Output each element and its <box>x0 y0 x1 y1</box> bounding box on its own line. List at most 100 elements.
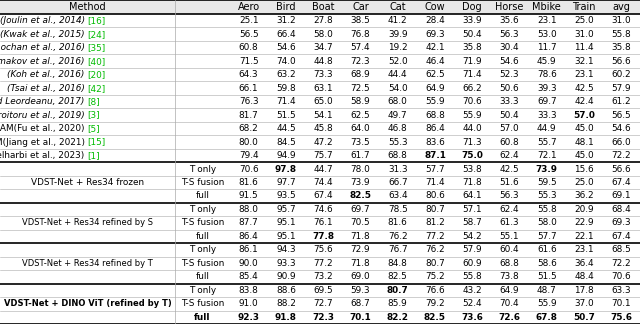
Text: 76.2: 76.2 <box>388 232 408 241</box>
Text: 92.3: 92.3 <box>237 313 260 322</box>
Text: 56.6: 56.6 <box>612 57 631 66</box>
Text: Mbike: Mbike <box>532 2 561 12</box>
Text: 39.3: 39.3 <box>537 84 557 93</box>
Text: 80.7: 80.7 <box>425 259 445 268</box>
Text: 72.6: 72.6 <box>499 313 520 322</box>
Text: 71.8: 71.8 <box>351 259 371 268</box>
Text: 75.2: 75.2 <box>425 272 445 281</box>
Text: 61.7: 61.7 <box>351 151 371 160</box>
Text: 69.3: 69.3 <box>612 218 631 227</box>
Text: full: full <box>196 272 209 281</box>
Text: 73.9: 73.9 <box>536 165 558 173</box>
Text: 59.3: 59.3 <box>351 286 371 295</box>
Text: 65.0: 65.0 <box>314 97 333 106</box>
Text: 31.0: 31.0 <box>612 16 631 25</box>
Text: TCAM (Belharbi et al., 2023): TCAM (Belharbi et al., 2023) <box>0 151 88 160</box>
Text: 64.9: 64.9 <box>500 286 519 295</box>
Text: 67.8: 67.8 <box>536 313 557 322</box>
Text: 58.9: 58.9 <box>351 97 371 106</box>
Text: 88.0: 88.0 <box>239 205 259 214</box>
Text: 55.8: 55.8 <box>462 272 482 281</box>
Text: 70.6: 70.6 <box>463 97 482 106</box>
Text: 87.1: 87.1 <box>424 151 446 160</box>
Text: 73.2: 73.2 <box>314 272 333 281</box>
Text: 22.1: 22.1 <box>574 232 594 241</box>
Text: 62.4: 62.4 <box>500 205 519 214</box>
Text: 36.4: 36.4 <box>574 259 594 268</box>
Text: 60.2: 60.2 <box>612 70 631 79</box>
Text: 77.2: 77.2 <box>425 232 445 241</box>
Text: 83.8: 83.8 <box>239 286 259 295</box>
Text: 48.4: 48.4 <box>574 272 594 281</box>
Text: 77.2: 77.2 <box>314 259 333 268</box>
Text: 86.4: 86.4 <box>425 124 445 133</box>
Text: Method: Method <box>69 2 106 12</box>
Text: 63.2: 63.2 <box>276 70 296 79</box>
Text: 44.5: 44.5 <box>276 124 296 133</box>
Text: 35.8: 35.8 <box>462 43 482 52</box>
Text: 71.9: 71.9 <box>463 57 482 66</box>
Text: 86.4: 86.4 <box>239 232 259 241</box>
Text: 51.6: 51.6 <box>500 178 519 187</box>
Text: 49.7: 49.7 <box>388 110 408 120</box>
Text: 79.2: 79.2 <box>425 299 445 308</box>
Text: 71.4: 71.4 <box>276 97 296 106</box>
Text: 61.2: 61.2 <box>612 97 631 106</box>
Text: 57.9: 57.9 <box>463 245 482 254</box>
Text: 59.8: 59.8 <box>276 84 296 93</box>
Text: 63.3: 63.3 <box>612 286 631 295</box>
Text: 55.8: 55.8 <box>537 205 557 214</box>
Text: 82.2: 82.2 <box>387 313 409 322</box>
Text: 47.2: 47.2 <box>314 138 333 146</box>
Text: 56.3: 56.3 <box>500 191 519 201</box>
Text: 95.1: 95.1 <box>276 232 296 241</box>
Text: (Joulin et al., 2014): (Joulin et al., 2014) <box>0 16 88 25</box>
Text: 41.2: 41.2 <box>388 16 408 25</box>
Text: 76.1: 76.1 <box>314 218 333 227</box>
Text: 71.4: 71.4 <box>425 178 445 187</box>
Text: 72.2: 72.2 <box>612 151 631 160</box>
Text: 69.3: 69.3 <box>425 30 445 39</box>
Text: 43.2: 43.2 <box>463 286 482 295</box>
Text: Cat: Cat <box>389 2 406 12</box>
Text: 53.0: 53.0 <box>537 30 557 39</box>
Text: 27.8: 27.8 <box>314 16 333 25</box>
Text: 94.3: 94.3 <box>276 245 296 254</box>
Text: 60.8: 60.8 <box>239 43 259 52</box>
Text: 97.7: 97.7 <box>276 178 296 187</box>
Text: Dog: Dog <box>463 2 482 12</box>
Text: 61.6: 61.6 <box>537 245 557 254</box>
Text: T-S fusion: T-S fusion <box>181 259 224 268</box>
Text: 72.5: 72.5 <box>351 84 371 93</box>
Text: 55.7: 55.7 <box>537 138 557 146</box>
Text: 70.6: 70.6 <box>239 165 259 173</box>
Text: 57.0: 57.0 <box>500 124 519 133</box>
Text: 56.5: 56.5 <box>612 110 631 120</box>
Text: 37.0: 37.0 <box>574 299 594 308</box>
Text: 64.3: 64.3 <box>239 70 259 79</box>
Text: 71.4: 71.4 <box>463 70 482 79</box>
Text: 72.3: 72.3 <box>312 313 334 322</box>
Text: full: full <box>196 191 209 201</box>
Text: 44.9: 44.9 <box>537 124 557 133</box>
Text: 66.2: 66.2 <box>463 84 482 93</box>
Text: 67.4: 67.4 <box>314 191 333 201</box>
Text: 67.4: 67.4 <box>612 232 631 241</box>
Text: LayerCAM(Jiang et al., 2021): LayerCAM(Jiang et al., 2021) <box>0 138 88 146</box>
Text: 86.1: 86.1 <box>239 245 259 254</box>
Text: 68.8: 68.8 <box>388 151 408 160</box>
Text: 88.2: 88.2 <box>276 299 296 308</box>
Text: 64.1: 64.1 <box>463 191 482 201</box>
Text: Cow: Cow <box>425 2 445 12</box>
Text: 58.7: 58.7 <box>462 218 482 227</box>
Text: 33.9: 33.9 <box>463 16 482 25</box>
Text: 91.8: 91.8 <box>275 313 297 322</box>
Text: 76.3: 76.3 <box>239 97 259 106</box>
Text: (Tsai et al., 2016): (Tsai et al., 2016) <box>7 84 88 93</box>
Text: 54.6: 54.6 <box>276 43 296 52</box>
Text: 91.5: 91.5 <box>239 191 259 201</box>
Text: 73.9: 73.9 <box>351 178 371 187</box>
Text: [20]: [20] <box>88 70 106 79</box>
Text: 70.6: 70.6 <box>612 272 631 281</box>
Text: 69.1: 69.1 <box>612 191 631 201</box>
